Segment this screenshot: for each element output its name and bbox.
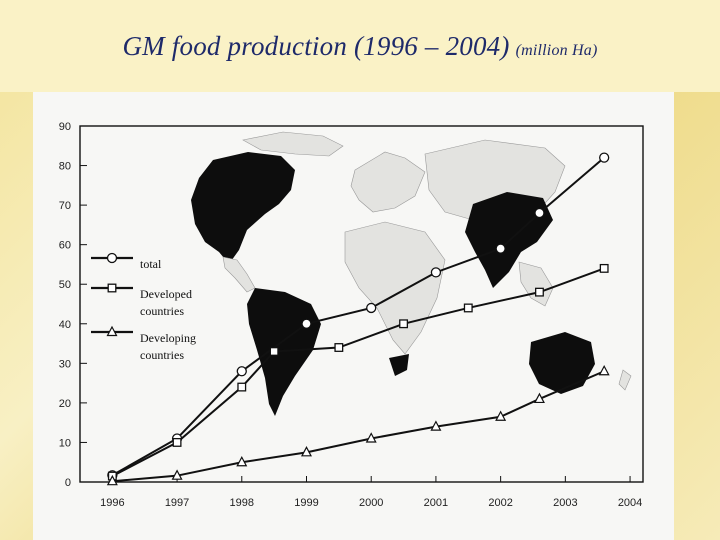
map-south-africa [389, 354, 409, 376]
data-point [365, 432, 377, 443]
y-tick-label: 50 [59, 279, 71, 291]
legend-label: total [140, 257, 162, 271]
data-point [301, 318, 312, 329]
data-point [171, 469, 183, 480]
data-point [236, 366, 247, 377]
map-north-america [191, 152, 295, 264]
legend-item-triangle: Developing countries [91, 325, 196, 362]
axes: 0 10 20 30 40 50 60 70 80 90 1996 1997 1998 1999 2000 2… [59, 121, 644, 509]
map-new-zealand [618, 369, 632, 391]
legend-marker [106, 325, 118, 337]
data-point [236, 455, 248, 467]
data-point [598, 364, 610, 376]
slide-title-unit: (million Ha) [515, 41, 598, 59]
data-point [334, 343, 344, 352]
data-point [495, 243, 506, 254]
data-point [106, 474, 118, 486]
data-point [535, 287, 544, 297]
world-map [191, 131, 632, 416]
x-tick-label: 1996 [100, 497, 124, 509]
x-tick-label: 1999 [294, 497, 318, 509]
map-southeast-asia [518, 261, 554, 307]
slide-title: GM food production (1996 – 2004) (million… [122, 31, 597, 62]
y-tick-label: 10 [59, 437, 71, 449]
series-line [112, 370, 605, 483]
x-tick-label: 2003 [553, 497, 577, 509]
data-point [300, 446, 312, 457]
legend-marker [107, 283, 117, 293]
y-tick-label: 70 [59, 200, 71, 212]
x-tick-label: 2001 [424, 497, 448, 509]
plot-frame [79, 125, 644, 483]
series-lines [106, 152, 610, 486]
series-triangle [106, 364, 610, 486]
gm-production-chart: 0 10 20 30 40 50 60 70 80 90 1996 1997 1998 1999 2000 2… [59, 121, 644, 509]
map-south-america [247, 288, 321, 416]
data-point [269, 347, 279, 356]
y-tick-label: 90 [59, 121, 71, 133]
x-tick-label: 2000 [359, 497, 383, 509]
data-point [533, 392, 545, 404]
y-tick-label: 60 [59, 240, 71, 252]
map-central-america [222, 256, 256, 293]
title-bar: GM food production (1996 – 2004) (million… [0, 0, 720, 92]
legend-label: Developed [140, 287, 192, 301]
legend: total Developed countries Developing countri… [91, 252, 196, 362]
legend-label: countries [140, 304, 184, 318]
legend-label: countries [140, 348, 184, 362]
data-point [495, 410, 507, 421]
legend-item-square: Developed countries [91, 283, 192, 318]
data-point [599, 263, 609, 273]
data-point [237, 382, 247, 392]
data-point [430, 267, 442, 278]
data-point [599, 152, 610, 163]
x-tick-label: 2004 [618, 497, 642, 509]
data-point [463, 303, 473, 313]
chart-photo: 0 10 20 30 40 50 60 70 80 90 1996 1997 1998 1999 2000 2… [33, 92, 674, 540]
data-point [366, 302, 377, 314]
y-tick-label: 20 [59, 398, 71, 410]
slide-title-main: GM food production (1996 – 2004) [122, 30, 510, 61]
x-tick-label: 1998 [230, 497, 254, 509]
y-tick-label: 40 [59, 319, 71, 331]
legend-label: Developing [140, 331, 196, 345]
data-point [399, 319, 409, 329]
map-africa [344, 221, 446, 355]
legend-item-circle: total [91, 252, 162, 271]
map-europe [350, 151, 426, 213]
y-tick-label: 80 [59, 161, 71, 173]
x-tick-label: 2002 [488, 497, 512, 509]
data-point [534, 207, 545, 219]
y-tick-label: 30 [59, 358, 71, 370]
y-tick-label: 0 [65, 477, 71, 489]
x-tick-label: 1997 [165, 497, 189, 509]
data-point [172, 437, 182, 447]
data-point [430, 420, 442, 431]
legend-marker [106, 252, 118, 264]
map-australia [529, 332, 595, 394]
map-arctic [242, 131, 344, 157]
